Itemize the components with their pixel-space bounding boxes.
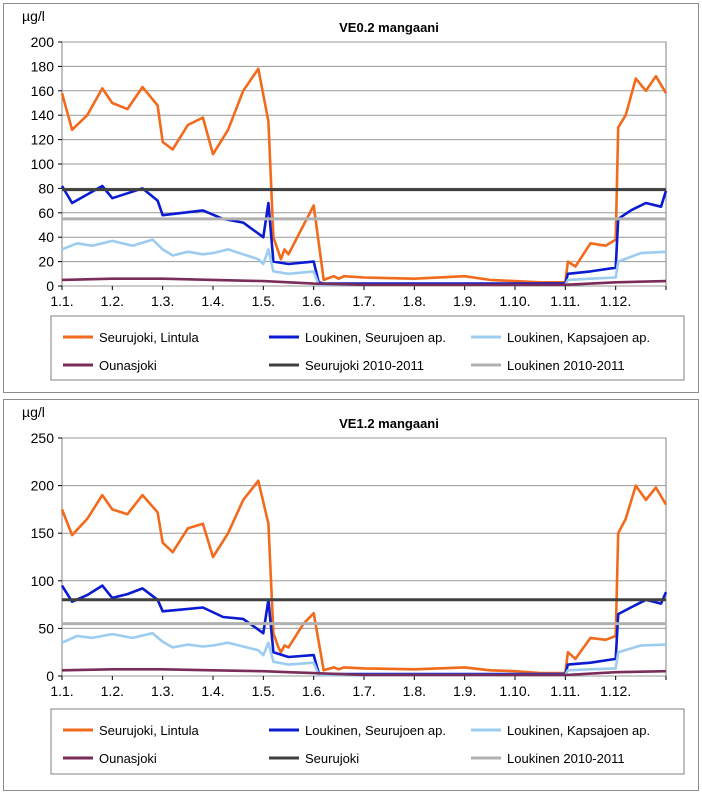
chart-2-x-tick-label: 1.9. xyxy=(453,683,476,699)
chart-2-ylabel: µg/l xyxy=(22,404,45,420)
chart-ve02-mangaani: VE0.2 mangaani µg/l 0 20 40 60 80 100 120 140 160 1… xyxy=(22,8,685,381)
chart-2-legend-label-seurujoki-lintula: Seurujoki, Lintula xyxy=(99,723,199,738)
chart-2-legend xyxy=(50,708,685,775)
chart-1-title: VE0.2 mangaani xyxy=(339,20,439,35)
chart-1-legend-label-seurujoki-lintula: Seurujoki, Lintula xyxy=(99,330,199,345)
chart-panel-ve02: VE0.2 mangaani µg/l 0 20 40 60 80 100 120 140 160 1… xyxy=(3,3,699,393)
chart-2-x-tick-label: 1.1. xyxy=(50,683,73,699)
chart-2-y-tick-label: 150 xyxy=(31,525,55,541)
chart-1-y-tick-label: 40 xyxy=(38,229,54,245)
chart-2-x-tick-label: 1.7. xyxy=(352,683,375,699)
chart-1-x-tick-label: 1.10. xyxy=(499,293,530,309)
chart-1-x-tick-label: 1.8. xyxy=(403,293,426,309)
chart-2-series-seurujoki-lintula xyxy=(60,479,668,675)
chart-1-y-tick-label: 20 xyxy=(38,254,54,270)
chart-2-series-loukinen-kapsajoen-ap xyxy=(61,631,667,677)
chart-1-y-tick-label: 80 xyxy=(38,180,54,196)
chart-2-y-tick-label: 50 xyxy=(38,620,54,636)
chart-2-y-tick-label: 250 xyxy=(31,430,55,446)
chart-1-x-tick-label: 1.3. xyxy=(151,293,174,309)
chart-1-series-loukinen-seurujoen-ap xyxy=(60,184,668,285)
chart-2-y-tick-label: 0 xyxy=(46,668,54,684)
chart-1-y-tick-label: 160 xyxy=(31,83,55,99)
chart-2-legend-label-loukinen-seurujoen-ap: Loukinen, Seurujoen ap. xyxy=(305,723,446,738)
chart-2-legend-label-ounasjoki: Ounasjoki xyxy=(99,751,157,766)
chart-1-ylabel: µg/l xyxy=(22,8,45,24)
chart-1-y-tick-label: 120 xyxy=(31,132,55,148)
chart-2-x-tick-label: 1.8. xyxy=(403,683,426,699)
chart-1-y-tick-label: 0 xyxy=(46,278,54,294)
chart-2-x-tick-label: 1.3. xyxy=(151,683,174,699)
chart-1-legend-label-seurujoki-2010-2011: Seurujoki 2010-2011 xyxy=(305,358,424,373)
chart-2-y-tick-label: 100 xyxy=(31,573,55,589)
chart-1-x-tick-label: 1.12. xyxy=(600,293,631,309)
chart-1-x-tick-label: 1.7. xyxy=(352,293,375,309)
chart-1-x-tick-label: 1.5. xyxy=(252,293,275,309)
chart-2-legend-label-loukinen-2010-2011: Loukinen 2010-2011 xyxy=(507,751,625,766)
chart-panel-ve12: VE1.2 mangaani µg/l 0 50 100 150 200 250 1.1. 1.2… xyxy=(3,399,699,791)
chart-1-legend-label-ounasjoki: Ounasjoki xyxy=(99,358,157,373)
chart-1-series-loukinen-kapsajoen-ap xyxy=(61,238,667,287)
chart-2-legend-label-loukinen-kapsajoen-ap: Loukinen, Kapsajoen ap. xyxy=(507,723,650,738)
chart-1-series-ounasjoki xyxy=(61,277,667,287)
chart-1-y-tick-label: 140 xyxy=(31,107,55,123)
chart-1-legend-label-loukinen-2010-2011: Loukinen 2010-2011 xyxy=(507,358,625,373)
chart-1-x-tick-label: 1.4. xyxy=(201,293,224,309)
chart-1-legend-label-loukinen-seurujoen-ap: Loukinen, Seurujoen ap. xyxy=(305,330,446,345)
chart-1-x-tick-label: 1.1. xyxy=(50,293,73,309)
chart-1-y-tick-label: 60 xyxy=(38,205,54,221)
chart-2-x-tick-label: 1.4. xyxy=(201,683,224,699)
chart-2-plot-area xyxy=(61,437,667,677)
chart-2-series-ounasjoki xyxy=(61,667,667,677)
chart-1-x-tick-label: 1.2. xyxy=(101,293,124,309)
chart-1-y-tick-label: 180 xyxy=(31,58,55,74)
chart-2-x-tick-label: 1.11. xyxy=(550,683,580,699)
chart-2-legend-label-seurujoki: Seurujoki xyxy=(305,751,359,766)
chart-1-x-tick-label: 1.9. xyxy=(453,293,476,309)
chart-1-series-seurujoki-lintula xyxy=(60,67,668,284)
chart-ve12-mangaani: VE1.2 mangaani µg/l 0 50 100 150 200 250 1.1. 1.2… xyxy=(22,404,685,775)
chart-2-x-tick-label: 1.5. xyxy=(252,683,275,699)
chart-2-x-tick-label: 1.6. xyxy=(302,683,325,699)
chart-1-x-tick-label: 1.6. xyxy=(302,293,325,309)
chart-1-x-tick-label: 1.11. xyxy=(550,293,580,309)
chart-1-y-tick-label: 200 xyxy=(31,34,55,50)
chart-1-legend xyxy=(50,315,685,381)
chart-2-x-tick-label: 1.2. xyxy=(101,683,124,699)
chart-2-y-tick-label: 200 xyxy=(31,478,55,494)
chart-1-legend-label-loukinen-kapsajoen-ap: Loukinen, Kapsajoen ap. xyxy=(507,330,650,345)
chart-2-x-tick-label: 1.12. xyxy=(600,683,631,699)
chart-2-series-loukinen-seurujoen-ap xyxy=(60,584,668,676)
chart-1-y-tick-label: 100 xyxy=(31,156,55,172)
chart-2-title: VE1.2 mangaani xyxy=(339,416,439,431)
chart-2-x-tick-label: 1.10. xyxy=(499,683,530,699)
